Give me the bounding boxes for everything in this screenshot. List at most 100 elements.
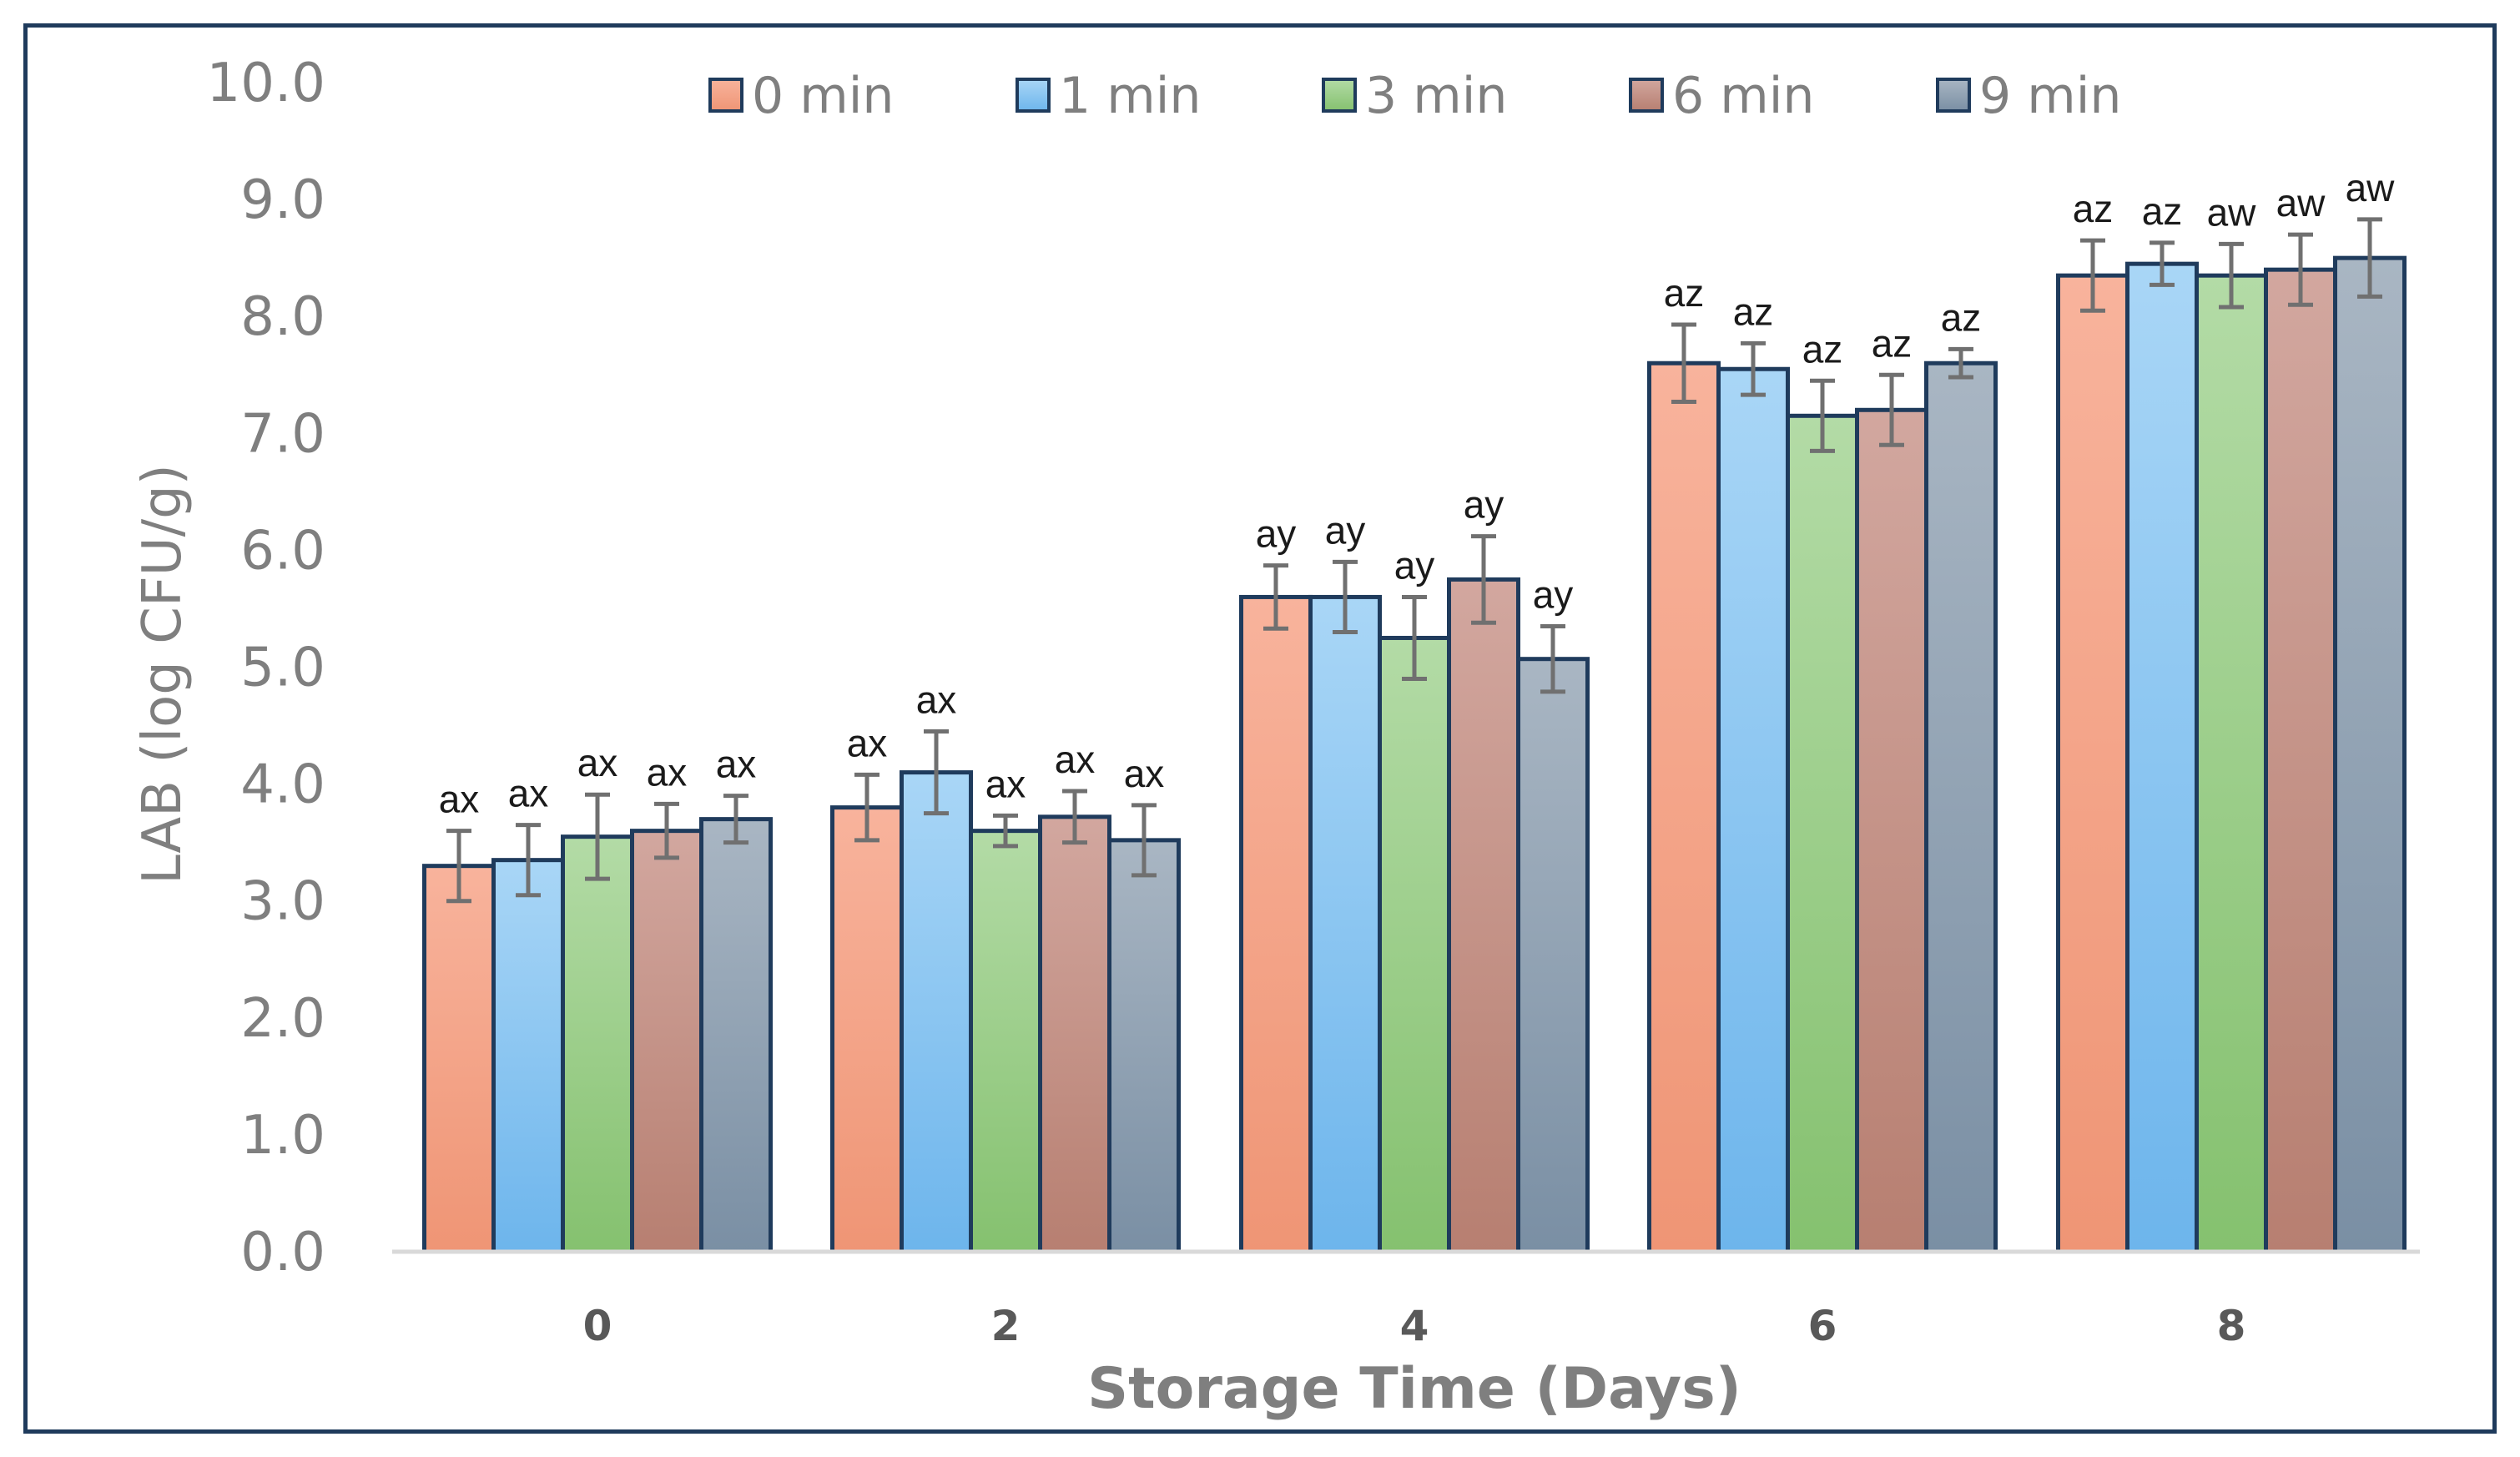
x-tick-label-day-2: 2: [991, 1302, 1021, 1350]
bar-3-min-day-4: [1378, 635, 1451, 1254]
y-tick-label: 10.0: [207, 53, 326, 114]
sig-label-1-min-day-8: az: [2142, 189, 2183, 233]
sig-label-1-min-day-6: az: [1733, 290, 1774, 333]
x-tick-label-day-6: 6: [1808, 1302, 1837, 1350]
bar-series: [422, 255, 2407, 1254]
error-bar-9-min-day-6: [1948, 346, 1973, 380]
error-bar-6-min-day-0: [654, 801, 679, 860]
sig-label-9-min-day-4: ay: [1533, 572, 1574, 616]
error-bar-1-min-day-6: [1741, 340, 1766, 397]
y-tick-label: 6.0: [240, 520, 325, 582]
sig-label-1-min-day-0: ax: [508, 772, 549, 815]
legend-item-0-min[interactable]: 0 min: [708, 67, 894, 125]
legend-swatch: [1936, 78, 1971, 113]
sig-label-0-min-day-8: az: [2073, 187, 2114, 230]
y-tick-label: 0.0: [240, 1222, 325, 1283]
y-tick-label: 4.0: [240, 754, 325, 816]
error-bar-6-min-day-8: [2288, 232, 2313, 307]
error-bar-3-min-day-0: [585, 792, 610, 881]
y-tick-label: 9.0: [240, 169, 325, 231]
legend-swatch: [1629, 78, 1664, 113]
error-bar-6-min-day-2: [1062, 789, 1087, 845]
sig-label-1-min-day-2: ax: [916, 678, 957, 722]
bar-0-min-day-8: [2056, 273, 2129, 1254]
legend-item-9-min[interactable]: 9 min: [1936, 67, 2121, 125]
bar-6-min-day-8: [2264, 267, 2337, 1254]
sig-label-6-min-day-0: ax: [647, 750, 688, 794]
x-tick-label-day-0: 0: [583, 1302, 612, 1350]
bar-0-min-day-0: [422, 864, 496, 1254]
sig-label-9-min-day-8: aw: [2346, 166, 2396, 209]
y-tick-label: 5.0: [240, 638, 325, 699]
legend-label: 9 min: [1979, 67, 2121, 125]
y-tick-label: 7.0: [240, 403, 325, 465]
y-axis-title: LAB (log CFU/g): [132, 464, 194, 885]
y-axis-ticks: 0.0 1.0 2.0 3.0 4.0 5.0 6.0 7.0 8.0 9.0 10.0: [207, 53, 326, 1283]
bar-3-min-day-6: [1786, 413, 1859, 1254]
sig-label-9-min-day-6: az: [1941, 295, 1982, 339]
bar-0-min-day-4: [1239, 594, 1313, 1254]
bar-1-min-day-4: [1308, 594, 1382, 1254]
sig-label-3-min-day-2: ax: [985, 762, 1026, 805]
sig-label-9-min-day-0: ax: [716, 743, 757, 786]
error-bar-0-min-day-2: [854, 772, 879, 843]
sig-label-6-min-day-6: az: [1872, 321, 1913, 365]
error-bar-1-min-day-4: [1333, 559, 1358, 634]
sig-label-0-min-day-4: ay: [1256, 512, 1297, 556]
error-bar-1-min-day-0: [516, 823, 541, 898]
bar-1-min-day-2: [900, 770, 973, 1254]
legend-item-1-min[interactable]: 1 min: [1016, 67, 1201, 125]
x-tick-label-day-8: 8: [2217, 1302, 2246, 1350]
y-tick-label: 2.0: [240, 988, 325, 1050]
y-tick-label: 3.0: [240, 871, 325, 933]
bar-0-min-day-6: [1647, 360, 1721, 1254]
bar-3-min-day-8: [2195, 273, 2268, 1254]
sig-label-0-min-day-2: ax: [847, 721, 888, 764]
bar-9-min-day-6: [1924, 360, 1998, 1254]
error-bar-6-min-day-4: [1471, 534, 1496, 625]
legend-label: 6 min: [1672, 67, 1814, 125]
error-bar-0-min-day-8: [2080, 238, 2105, 313]
legend-swatch: [1016, 78, 1051, 113]
error-bar-3-min-day-6: [1810, 378, 1835, 453]
error-bar-1-min-day-2: [924, 729, 949, 816]
legend-label: 1 min: [1059, 67, 1201, 125]
legend-swatch: [1322, 78, 1357, 113]
y-tick-label: 1.0: [240, 1105, 325, 1167]
bar-9-min-day-0: [699, 817, 773, 1254]
bar-3-min-day-0: [561, 834, 634, 1254]
error-bar-6-min-day-6: [1879, 372, 1904, 447]
bar-3-min-day-2: [969, 829, 1042, 1254]
error-bars: [446, 217, 2382, 904]
legend-item-6-min[interactable]: 6 min: [1629, 67, 1814, 125]
error-bar-9-min-day-8: [2357, 217, 2382, 299]
x-tick-label-day-4: 4: [1400, 1302, 1429, 1350]
legend[interactable]: 0 min 1 min 3 min 6 min 9 min: [708, 67, 2121, 125]
sig-label-1-min-day-4: ay: [1325, 508, 1366, 552]
bar-6-min-day-4: [1447, 577, 1520, 1254]
bar-1-min-day-8: [2125, 261, 2199, 1254]
sig-label-6-min-day-8: aw: [2276, 181, 2326, 224]
bar-6-min-day-0: [630, 829, 703, 1254]
x-axis-ticks: 0 2 4 6 8: [583, 1302, 2246, 1350]
error-bar-0-min-day-0: [446, 829, 471, 904]
bar-chart: 0.01.02.03.04.05.06.07.08.09.010.0 ax axa…: [132, 53, 2420, 1422]
error-bar-3-min-day-2: [993, 813, 1018, 849]
bar-9-min-day-2: [1107, 838, 1181, 1254]
bar-9-min-day-4: [1516, 657, 1590, 1254]
sig-label-0-min-day-6: az: [1664, 271, 1705, 315]
legend-label: 3 min: [1365, 67, 1507, 125]
bar-0-min-day-2: [830, 805, 904, 1254]
sig-label-6-min-day-4: ay: [1464, 483, 1504, 527]
error-bar-0-min-day-4: [1263, 563, 1288, 631]
bar-1-min-day-6: [1716, 366, 1790, 1254]
legend-item-3-min[interactable]: 3 min: [1322, 67, 1507, 125]
legend-swatch: [708, 78, 743, 113]
bar-6-min-day-2: [1038, 814, 1111, 1254]
error-bar-9-min-day-4: [1540, 623, 1565, 694]
bar-9-min-day-8: [2333, 255, 2407, 1254]
chart-frame: 0.0 1.0 2.0 3.0 4.0 5.0 6.0 7.0 8.0 9.0 10.0 ax ax a…: [23, 23, 2497, 1434]
sig-label-3-min-day-6: az: [1802, 327, 1843, 371]
sig-label-6-min-day-2: ax: [1055, 738, 1096, 781]
